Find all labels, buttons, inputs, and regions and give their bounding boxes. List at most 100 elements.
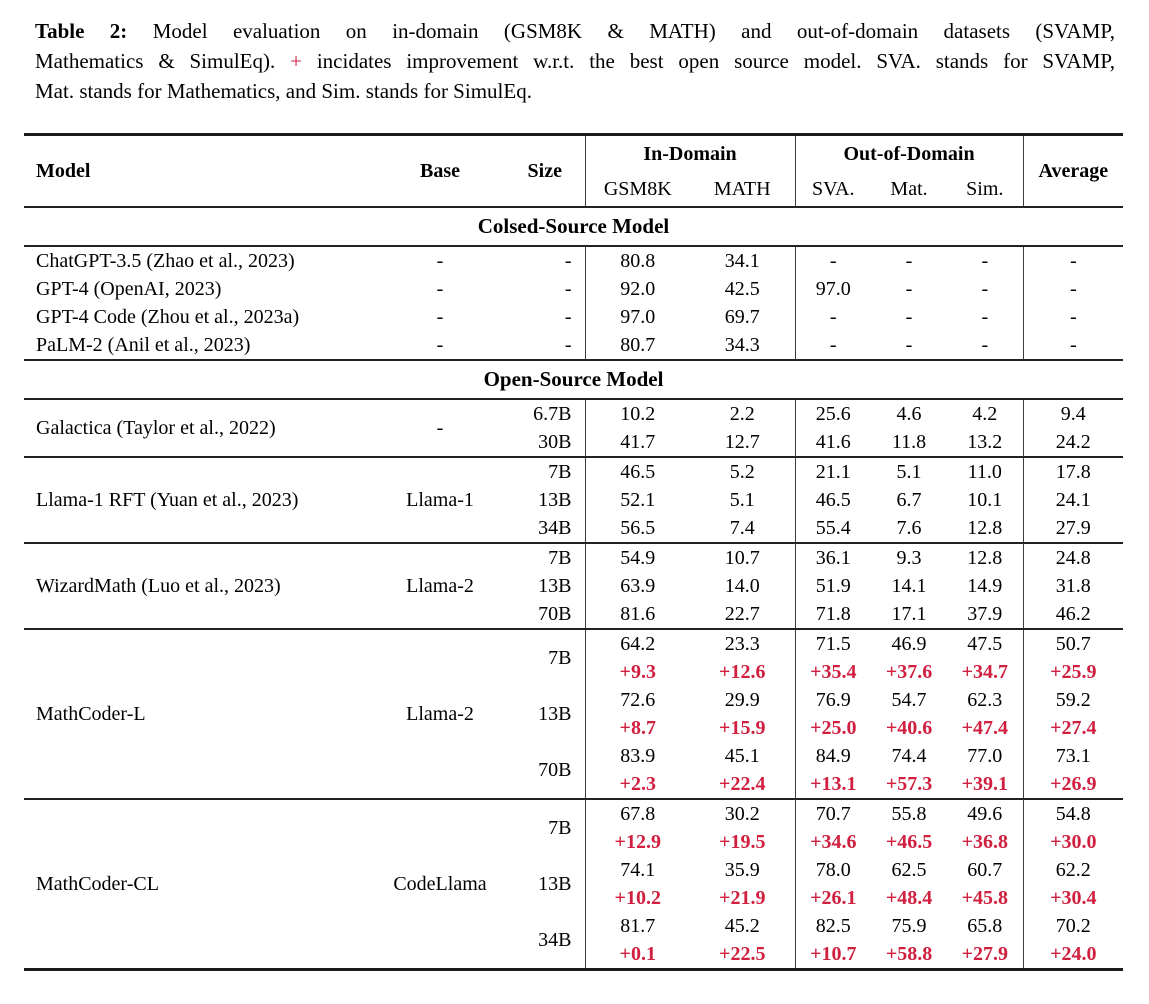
plus-symbol: + (290, 49, 302, 73)
section-title: Open-Source Model (483, 367, 664, 391)
caption-line-2-after: incidates improvement w.r.t. the best op… (316, 49, 1115, 73)
size-cell: 7B (505, 799, 586, 856)
value-cell: - (947, 275, 1024, 303)
value-cell: 64.2 (620, 633, 656, 655)
model-cell: PaLM-2 (Anil et al., 2023) (36, 334, 251, 356)
delta-cell: +26.1 (810, 887, 857, 909)
size-cell: 6.7B (505, 399, 586, 428)
value-cell: 12.7 (690, 428, 796, 457)
value-cell: 24.1 (1055, 489, 1091, 511)
caption-line-3: Mat. stands for Mathematics, and Sim. st… (35, 79, 532, 103)
value-cell: 30.2 (690, 799, 796, 828)
value-cell: 55.4 (815, 517, 851, 539)
table-row: Galactica (Taylor et al., 2022) - 6.7B 10.2… (24, 399, 1123, 439)
delta-cell: +2.3 (619, 773, 656, 795)
model-cell: WizardMath (Luo et al., 2023) (36, 575, 281, 597)
value-cell: 24.8 (1055, 547, 1091, 569)
base-cell: - (436, 278, 444, 300)
value-cell: 84.9 (815, 745, 851, 767)
value-cell: 74.4 (891, 745, 927, 767)
value-cell: 54.8 (1055, 803, 1091, 825)
table-row: MathCoder-CL CodeLlama 7B 67.8 30.2 70.7 55.8 4… (24, 799, 1124, 895)
value-cell: 62.3 (947, 686, 1024, 714)
delta-cell: +47.4 (947, 714, 1024, 742)
value-cell: - (905, 306, 913, 328)
col-header-sva: SVA. (812, 177, 855, 200)
value-cell: 67.8 (620, 803, 656, 825)
value-cell: 41.7 (620, 431, 656, 453)
caption-line-2-before: Mathematics & SimulEq). (35, 49, 276, 73)
value-cell: 76.9 (815, 689, 851, 711)
value-cell: - (1069, 334, 1077, 356)
delta-cell: +15.9 (690, 714, 796, 742)
table-row: 34B 81.7 45.2 82.5 75.9 65.8 70.2 (24, 912, 1123, 970)
delta-cell: +10.2 (614, 887, 661, 909)
model-cell: Galactica (Taylor et al., 2022) (36, 417, 276, 439)
delta-cell: +9.3 (619, 661, 656, 683)
size-cell: 13B (505, 856, 586, 912)
value-cell: - (829, 306, 837, 328)
size-cell: 34B (505, 514, 586, 543)
value-cell: 45.2 (690, 912, 796, 940)
delta-cell: +27.4 (1050, 717, 1097, 739)
delta-cell: +22.5 (690, 940, 796, 970)
value-cell: 5.2 (690, 457, 796, 486)
value-cell: 13.2 (947, 428, 1024, 457)
value-cell: 7.4 (690, 514, 796, 543)
value-cell: 97.0 (620, 306, 656, 328)
delta-cell: +26.9 (1050, 773, 1097, 795)
value-cell: 42.5 (690, 275, 796, 303)
value-cell: 12.8 (947, 514, 1024, 543)
delta-cell: +48.4 (885, 887, 933, 909)
size-cell: - (505, 246, 586, 275)
col-group-out-of-domain: Out-of-Domain (795, 134, 1024, 172)
value-cell: 80.8 (620, 250, 656, 272)
value-cell: 54.7 (891, 689, 927, 711)
delta-cell: +8.7 (619, 717, 656, 739)
base-cell: CodeLlama (393, 873, 487, 895)
delta-row: +10.2 +21.9 +26.1 +48.4 +45.8 +30.4 (24, 884, 1123, 912)
value-cell: - (829, 334, 837, 356)
table-row: 13B 63.9 14.0 51.9 14.1 14.9 31.8 (24, 572, 1123, 600)
size-cell: 70B (505, 742, 586, 799)
base-cell: Llama-1 (406, 489, 474, 511)
value-cell: 46.2 (1055, 603, 1091, 625)
size-cell: 13B (505, 572, 586, 600)
model-cell: ChatGPT-3.5 (Zhao et al., 2023) (36, 250, 295, 272)
value-cell: 23.3 (690, 629, 796, 658)
table-row: MathCoder-L Llama-2 7B 64.2 23.3 71.5 46.9 47.5… (24, 629, 1124, 725)
value-cell: 65.8 (947, 912, 1024, 940)
value-cell: 55.8 (891, 803, 927, 825)
table-row: 30B 41.7 12.7 41.6 11.8 13.2 24.2 (24, 428, 1123, 457)
base-cell: - (436, 334, 444, 356)
delta-cell: +25.9 (1050, 661, 1097, 683)
value-cell: 9.4 (1060, 403, 1086, 425)
table-row: 13B 52.1 5.1 46.5 6.7 10.1 24.1 (24, 486, 1123, 514)
delta-cell: +19.5 (690, 828, 796, 856)
value-cell: 83.9 (620, 745, 656, 767)
value-cell: 36.1 (815, 547, 851, 569)
size-cell: 30B (505, 428, 586, 457)
table-row: 13B 74.1 35.9 78.0 62.5 60.7 62.2 (24, 856, 1123, 912)
value-cell: 71.5 (815, 633, 851, 655)
value-cell: 69.7 (690, 303, 796, 331)
value-cell: 6.7 (896, 489, 922, 511)
value-cell: 29.9 (690, 686, 796, 714)
value-cell: 62.2 (1055, 859, 1091, 881)
value-cell: 7.6 (896, 517, 922, 539)
model-cell: MathCoder-L (36, 703, 146, 725)
section-row: Open-Source Model (24, 360, 1124, 399)
value-cell: 10.2 (620, 403, 656, 425)
delta-cell: +35.4 (810, 661, 857, 683)
value-cell: 22.7 (690, 600, 796, 629)
value-cell: 81.6 (620, 603, 656, 625)
value-cell: 59.2 (1055, 689, 1091, 711)
base-cell: Llama-2 (406, 575, 474, 597)
value-cell: - (947, 331, 1024, 360)
value-cell: - (905, 250, 913, 272)
size-cell: 13B (505, 686, 586, 742)
value-cell: 60.7 (947, 856, 1024, 884)
caption-line-2: Mathematics & SimulEq). + incidates impr… (35, 46, 1115, 76)
delta-cell: +34.7 (947, 658, 1024, 686)
delta-cell: +25.0 (810, 717, 857, 739)
